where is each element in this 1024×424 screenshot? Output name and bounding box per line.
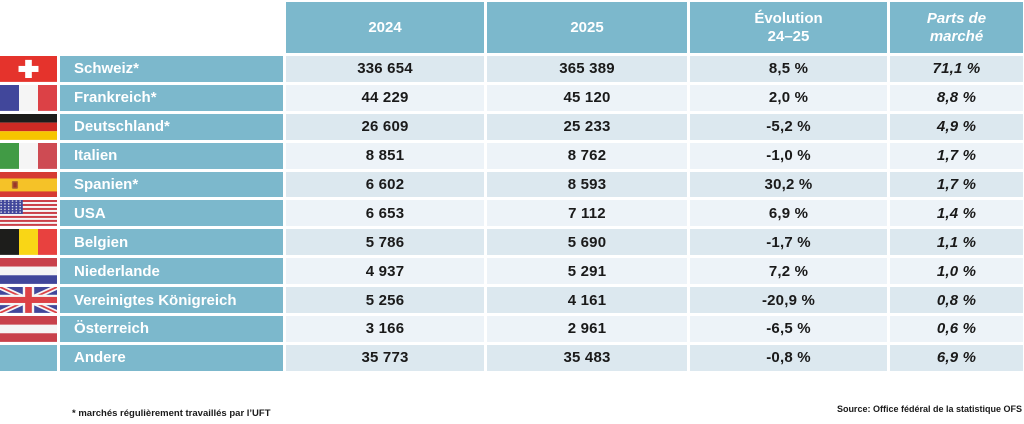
value-2025: 25 233: [487, 113, 687, 140]
flag-austria-icon: [0, 316, 57, 342]
value-2024: 44 229: [286, 84, 484, 111]
value-2025: 8 593: [487, 171, 687, 198]
value-market-share: 1,7 %: [890, 171, 1023, 198]
flag-belgium-icon: [0, 229, 57, 256]
column-header-2025: 2025: [487, 2, 687, 53]
country-name-cell: Andere: [60, 344, 283, 371]
country-name-label: Deutschland*: [74, 118, 170, 136]
value-evolution: 7,2 %: [690, 258, 887, 285]
value-2024: 5 786: [286, 229, 484, 256]
country-name-cell: Deutschland*: [60, 113, 283, 140]
value-evolution: 30,2 %: [690, 171, 887, 198]
value-market-share: 1,1 %: [890, 229, 1023, 256]
value-market-share: 0,6 %: [890, 316, 1023, 342]
value-market-share: 4,9 %: [890, 113, 1023, 140]
country-name-label: Schweiz*: [74, 60, 140, 78]
column-header-evolution-line1: Évolution: [754, 9, 823, 27]
value-evolution: 8,5 %: [690, 56, 887, 82]
value-evolution: 2,0 %: [690, 84, 887, 111]
flag-netherlands-icon: [0, 258, 57, 285]
value-2024: 6 653: [286, 200, 484, 227]
country-name-cell: Niederlande: [60, 258, 283, 285]
value-evolution: -20,9 %: [690, 287, 887, 314]
value-2025: 5 291: [487, 258, 687, 285]
value-2025: 35 483: [487, 344, 687, 371]
country-name-cell: Vereinigtes Königreich: [60, 287, 283, 314]
value-evolution: -1,7 %: [690, 229, 887, 256]
value-evolution: 6,9 %: [690, 200, 887, 227]
country-name-cell: Spanien*: [60, 171, 283, 198]
country-name-cell: Belgien: [60, 229, 283, 256]
value-2025: 5 690: [487, 229, 687, 256]
flag-germany-icon: [0, 113, 57, 140]
flag-france-icon: [0, 84, 57, 111]
value-2025: 4 161: [487, 287, 687, 314]
column-header-2025-label: 2025: [570, 18, 604, 36]
value-2024: 4 937: [286, 258, 484, 285]
value-market-share: 8,8 %: [890, 84, 1023, 111]
value-2024: 6 602: [286, 171, 484, 198]
flag-italy-icon: [0, 142, 57, 169]
column-header-market-share: Parts de marché: [890, 2, 1023, 53]
country-name-cell: Österreich: [60, 316, 283, 342]
country-name-label: Spanien*: [74, 176, 139, 193]
country-name-label: Italien: [74, 147, 118, 165]
flag-none-icon: [0, 344, 57, 371]
country-name-cell: Frankreich*: [60, 84, 283, 111]
value-evolution: -6,5 %: [690, 316, 887, 342]
value-2024: 3 166: [286, 316, 484, 342]
market-statistics-table: 2024 2025 Évolution 24–25 Parts de march…: [0, 2, 1023, 371]
country-name-label: USA: [74, 204, 106, 222]
value-market-share: 0,8 %: [890, 287, 1023, 314]
value-2024: 26 609: [286, 113, 484, 140]
value-2025: 7 112: [487, 200, 687, 227]
country-name-label: Österreich: [74, 320, 150, 338]
flag-united-kingdom-icon: [0, 287, 57, 314]
value-evolution: -5,2 %: [690, 113, 887, 140]
value-2025: 365 389: [487, 56, 687, 82]
value-evolution: -1,0 %: [690, 142, 887, 169]
column-header-evolution-line2: 24–25: [767, 27, 810, 45]
country-name-label: Vereinigtes Königreich: [74, 291, 237, 309]
value-2024: 35 773: [286, 344, 484, 371]
value-market-share: 1,7 %: [890, 142, 1023, 169]
value-market-share: 1,4 %: [890, 200, 1023, 227]
value-market-share: 6,9 %: [890, 344, 1023, 371]
country-name-cell: USA: [60, 200, 283, 227]
flag-spain-icon: [0, 171, 57, 198]
country-name-label: Frankreich*: [74, 89, 157, 107]
source-note: Source: Office fédéral de la statistique…: [836, 404, 1022, 414]
value-market-share: 1,0 %: [890, 258, 1023, 285]
column-header-market-share-line2: marché: [929, 27, 984, 45]
country-name-label: Belgien: [74, 233, 129, 251]
value-2025: 2 961: [487, 316, 687, 342]
value-2024: 5 256: [286, 287, 484, 314]
value-market-share: 71,1 %: [890, 56, 1023, 82]
column-header-evolution: Évolution 24–25: [690, 2, 887, 53]
flag-switzerland-icon: [0, 56, 57, 82]
country-name-label: Andere: [74, 349, 126, 367]
country-name-cell: Schweiz*: [60, 56, 283, 82]
value-evolution: -0,8 %: [690, 344, 887, 371]
column-header-market-share-line1: Parts de: [926, 9, 987, 27]
flag-usa-icon: [0, 200, 57, 227]
value-2025: 8 762: [487, 142, 687, 169]
header-empty-corner: [0, 2, 283, 53]
asterisk-footnote: * marchés régulièrement travaillés par l…: [72, 408, 271, 419]
country-name-cell: Italien: [60, 142, 283, 169]
value-2024: 336 654: [286, 56, 484, 82]
column-header-2024: 2024: [286, 2, 484, 53]
value-2024: 8 851: [286, 142, 484, 169]
country-name-label: Niederlande: [74, 262, 160, 280]
value-2025: 45 120: [487, 84, 687, 111]
column-header-2024-label: 2024: [368, 18, 402, 36]
